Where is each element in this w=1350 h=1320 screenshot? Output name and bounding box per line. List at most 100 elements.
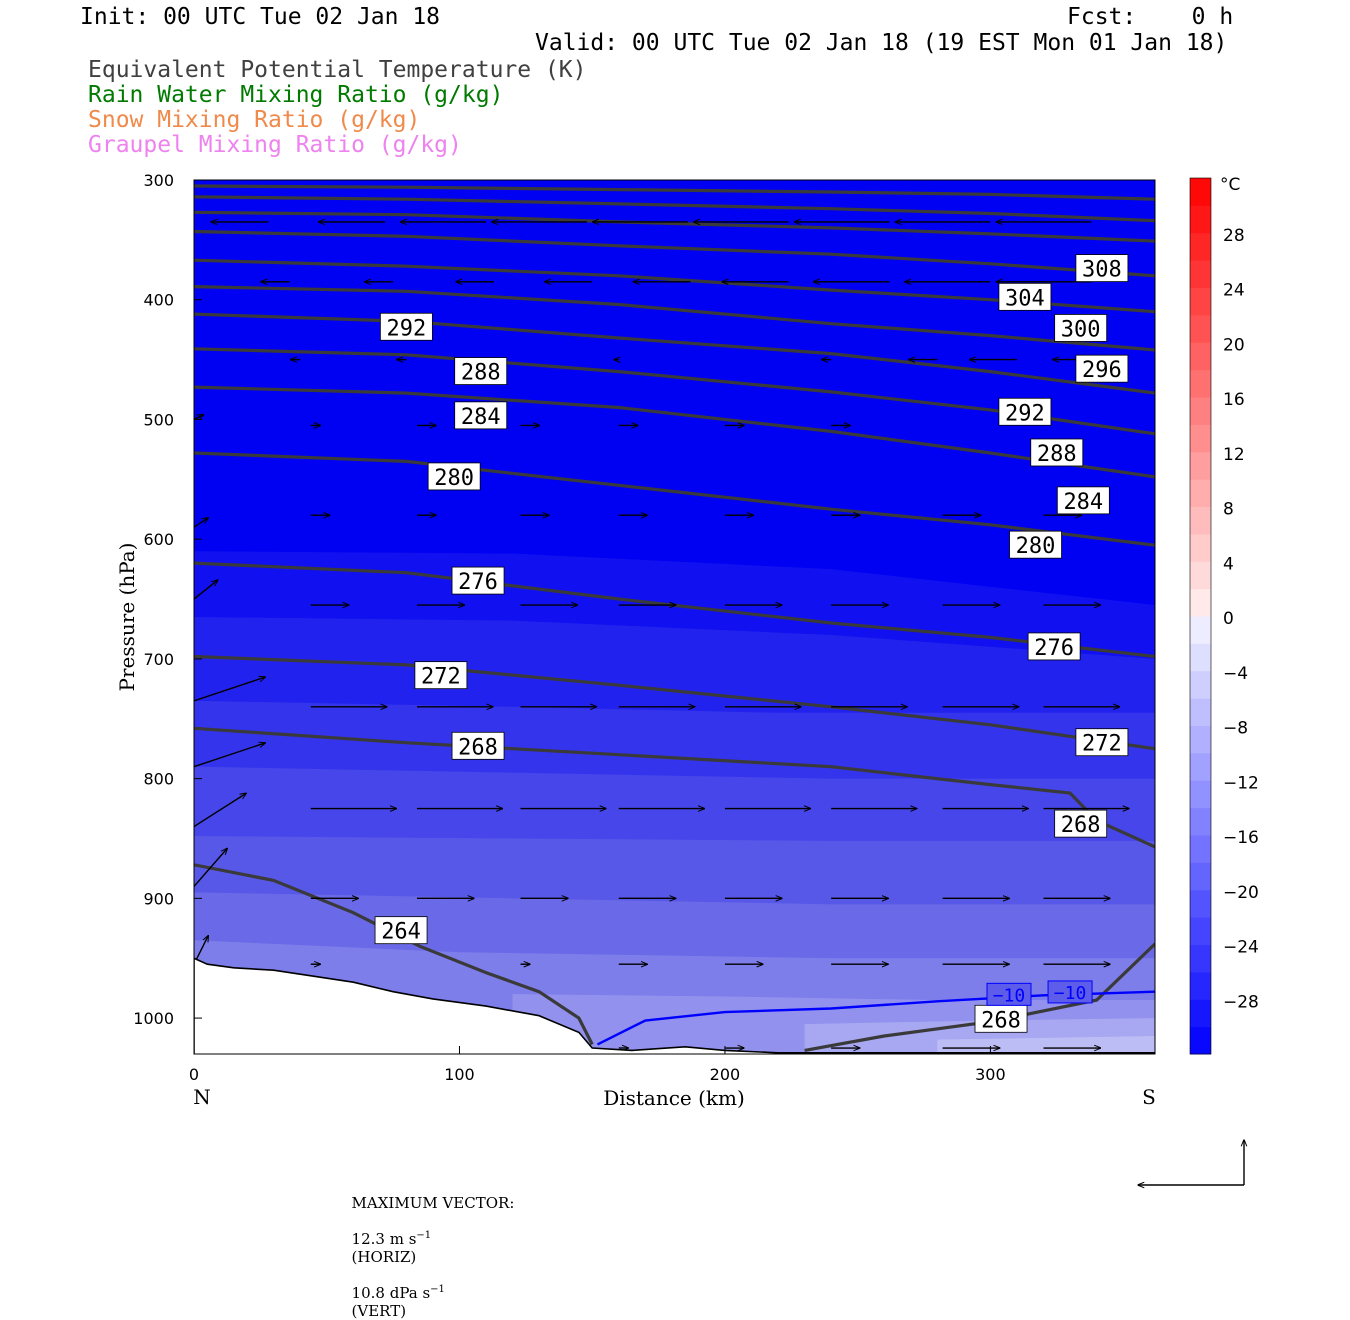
colorbar-frame [1189, 177, 1212, 1055]
colorbar-swatch [1190, 588, 1211, 617]
contour-label: 268 [1061, 813, 1101, 838]
colorbar-tick-label: −16 [1223, 828, 1259, 848]
cross-section-chart: 2922882842802762722682643083043002962922… [115, 171, 1259, 1200]
contour-label-box [1075, 254, 1129, 282]
colorbar-tick-label: 28 [1223, 226, 1245, 246]
contour-label: 280 [434, 466, 474, 491]
wind-vector [194, 793, 246, 828]
init-time: Init: 00 UTC Tue 02 Jan 18 [80, 4, 441, 30]
colorbar-tick-label: −24 [1223, 938, 1259, 958]
legend-entry: Graupel Mixing Ratio (g/kg) [88, 132, 462, 158]
colorbar-tick-label: −28 [1223, 992, 1259, 1012]
max-vert-value: 10.8 dPa s [351, 1284, 431, 1302]
colorbar-swatch [1190, 616, 1211, 644]
theta-e-contour [194, 654, 1155, 751]
colorbar-swatch [1190, 780, 1211, 809]
contour-label: 276 [458, 570, 498, 595]
colorbar-swatch [1190, 451, 1211, 480]
contour-label: 276 [1034, 636, 1074, 661]
contour-label-box [454, 357, 508, 385]
colorbar-tick-label: 16 [1223, 390, 1245, 410]
theta-e-contour [194, 451, 1155, 547]
colorbar-unit: °C [1220, 175, 1240, 195]
contour-label-box [451, 731, 505, 760]
colorbar-swatch [1190, 752, 1211, 781]
y-tick-label: 700 [143, 650, 174, 669]
wind-vector [194, 743, 265, 768]
y-tick-label: 500 [143, 410, 174, 429]
colorbar-tick-label: 20 [1223, 335, 1245, 355]
contour-label: 284 [461, 405, 501, 430]
plot-frame [193, 179, 1156, 1055]
theta-e-contour [194, 195, 1155, 223]
temperature-contour [596, 990, 1155, 1046]
contour-label: 304 [1005, 286, 1045, 311]
y-tick-label: 1000 [133, 1009, 174, 1028]
colorbar-swatch [1190, 971, 1211, 1000]
theta-e-contour [194, 561, 1155, 659]
max-vert-exponent: −1 [430, 1284, 445, 1295]
x-tick-label: 300 [975, 1065, 1006, 1084]
contour-label-box [1056, 486, 1110, 515]
colorbar-swatch [1190, 643, 1211, 672]
contour-label-box [1054, 314, 1108, 342]
colorbar-swatch [1190, 807, 1211, 836]
x-tick-label: 200 [710, 1065, 741, 1084]
theta-e-contour [194, 312, 1155, 395]
max-vert-tag: (VERT) [351, 1302, 407, 1320]
x-tick-label: 0 [189, 1065, 199, 1084]
temperature-label: −10 [993, 985, 1026, 1006]
contour-label: 264 [381, 920, 421, 945]
temperature-label-box [986, 982, 1032, 1006]
colorbar-swatch [1190, 342, 1211, 371]
contour-label: 308 [1082, 258, 1122, 283]
colorbar-swatch [1190, 479, 1211, 507]
colorbar-tick-label: −12 [1223, 773, 1259, 793]
contour-label: 292 [387, 316, 427, 341]
contour-label: 272 [1082, 732, 1122, 757]
colorbar-tick-label: −20 [1223, 883, 1259, 903]
contour-label: 300 [1061, 317, 1101, 342]
x-axis-title: Distance (km) [603, 1086, 745, 1110]
contour-label-box [379, 312, 433, 341]
y-tick-label: 800 [143, 770, 174, 789]
max-vector-key-icon [1138, 1140, 1244, 1185]
contour-label: 292 [1005, 401, 1045, 426]
wind-vector [194, 848, 227, 887]
x-end-label-right: S [1142, 1085, 1156, 1109]
temperature-label-box [1047, 980, 1093, 1004]
contour-label-box [1027, 632, 1081, 661]
contour-label-box [998, 397, 1052, 426]
colorbar-swatch [1190, 944, 1211, 973]
colorbar-swatch [1190, 314, 1211, 343]
x-end-label-left: N [193, 1085, 211, 1109]
y-tick-label: 900 [143, 889, 174, 908]
max-horiz-tag: (HORIZ) [351, 1248, 417, 1266]
max-horiz-value: 12.3 m s [351, 1230, 417, 1248]
colorbar-swatch [1190, 205, 1211, 234]
y-tick-label: 400 [143, 291, 174, 310]
contour-label-box [1009, 530, 1062, 559]
colorbar-swatch [1190, 1026, 1211, 1055]
legend-entry: Rain Water Mixing Ratio (g/kg) [88, 82, 504, 108]
wind-vector [194, 677, 265, 702]
contour-label-box [1054, 809, 1108, 838]
colorbar-swatch [1190, 287, 1211, 316]
y-tick-label: 300 [143, 171, 174, 190]
contour-label: 268 [981, 1008, 1021, 1033]
colorbar-tick-label: 12 [1223, 445, 1245, 465]
terrain [194, 957, 1155, 1054]
legend-entry: Equivalent Potential Temperature (K) [88, 57, 587, 83]
contour-label: 272 [421, 665, 461, 690]
contour-label: 280 [1016, 534, 1056, 559]
x-tick-label: 100 [444, 1065, 475, 1084]
contour-label-box [374, 916, 428, 945]
theta-e-contour [194, 210, 1155, 243]
colorbar-swatch [1190, 835, 1211, 863]
contour-label-box [1075, 728, 1129, 757]
max-vector-footer: MAXIMUM VECTOR: 12.3 m s−1 (HORIZ) 10.8 … [342, 1176, 515, 1320]
contour-label-box [1075, 354, 1129, 383]
colorbar-swatch [1190, 232, 1211, 261]
wind-vector [194, 415, 204, 420]
contour-label: 284 [1063, 490, 1103, 515]
